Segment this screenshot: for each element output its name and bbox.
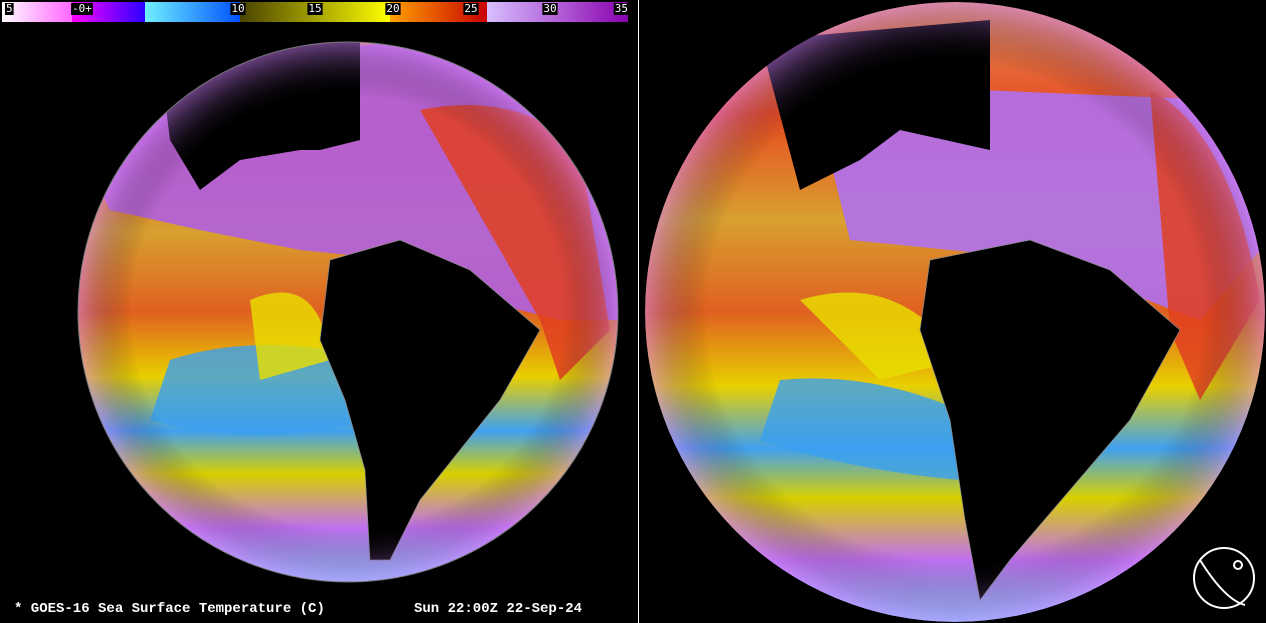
caption-title: * GOES-16 Sea Surface Temperature (C) — [14, 601, 325, 617]
colorbar-tick-label: 25 — [464, 2, 477, 15]
colorbar-tick-label: 5 — [6, 2, 13, 15]
colorbar-tick-label: 35 — [615, 2, 628, 15]
colorbar-tick-label: 10 — [231, 2, 244, 15]
colorbar-tick-label: 15 — [308, 2, 321, 15]
tick-label-box — [230, 3, 246, 15]
tick-label-box — [5, 3, 14, 15]
colorbar-tick-label: 30 — [543, 2, 556, 15]
tick-label-box — [71, 3, 93, 15]
colorbar-segment — [145, 2, 240, 22]
logo — [1193, 547, 1255, 609]
globe-outline — [77, 41, 619, 583]
colorbar-segment — [2, 2, 72, 22]
left-globe — [78, 42, 618, 582]
tick-label-box — [385, 3, 401, 15]
tick-label-box — [307, 3, 323, 15]
tick-label-box — [463, 3, 479, 15]
caption-time: Sun 22:00Z 22-Sep-24 — [414, 601, 582, 617]
right-globe — [645, 2, 1265, 622]
colorbar-tick-label: 20 — [386, 2, 399, 15]
colorbar-segment — [390, 2, 487, 22]
tick-label-box — [613, 3, 629, 15]
tick-label-box — [542, 3, 558, 15]
colorbar-ticks: 5 -0+ 10 15 20 25 30 35 — [5, 2, 629, 15]
colorbar: 5 -0+ 10 15 20 25 30 35 — [2, 2, 629, 22]
colorbar-tick-label: -0+ — [72, 2, 92, 15]
